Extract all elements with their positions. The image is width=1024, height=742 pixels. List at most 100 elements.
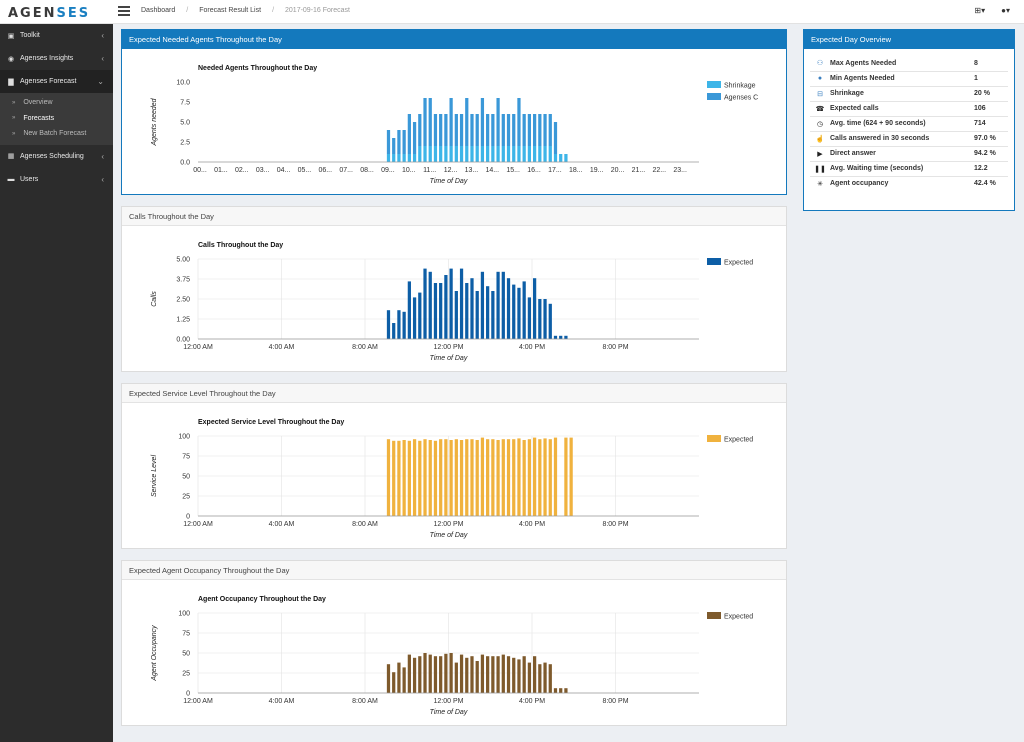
chart-bar xyxy=(423,98,427,146)
chart-bar xyxy=(522,114,526,146)
folder-icon: ▬ xyxy=(7,175,15,183)
chart-bar xyxy=(527,662,532,693)
chart-bar xyxy=(553,154,558,162)
y-tick-label: 1.25 xyxy=(176,317,190,324)
chart-bar xyxy=(439,439,443,516)
breadcrumb-dashboard[interactable]: Dashboard xyxy=(141,7,176,14)
menu-toggle-icon[interactable] xyxy=(118,6,130,16)
submenu-item-forecasts[interactable]: » Forecasts xyxy=(0,111,113,127)
chart-bar xyxy=(454,146,458,162)
chart-bar xyxy=(397,440,401,516)
user-icon[interactable]: ●▾ xyxy=(1001,6,1010,15)
chart-bar xyxy=(564,335,568,339)
chart-bar xyxy=(439,283,443,339)
chart-bar xyxy=(392,323,396,339)
chart-bar xyxy=(397,310,401,339)
chart-bar xyxy=(532,146,537,162)
chart-bar xyxy=(392,154,396,162)
y-tick-label: 5.00 xyxy=(176,257,190,264)
chart-bar xyxy=(538,146,542,162)
chart-bar xyxy=(486,286,490,339)
calls-panel: Calls Throughout the Day Calls Throughou… xyxy=(121,206,787,372)
briefcase-icon: ▣ xyxy=(7,32,15,40)
x-tick-label: 04... xyxy=(277,167,291,174)
pause-icon: ❚❚ xyxy=(810,160,830,176)
brand-logo[interactable]: AGENSES xyxy=(8,6,90,21)
chart-bar xyxy=(527,114,532,146)
chart-bar xyxy=(402,311,406,339)
chart-bar xyxy=(407,154,411,162)
submenu-item-new-batch[interactable]: » New Batch Forecast xyxy=(0,126,113,142)
spinner-icon: ✳ xyxy=(810,175,830,191)
chart-bar xyxy=(459,114,464,146)
chart-bar xyxy=(459,146,464,162)
legend-swatch xyxy=(707,612,721,619)
panel-title: Calls Throughout the Day xyxy=(122,207,786,226)
breadcrumb-forecast-list[interactable]: Forecast Result List xyxy=(199,7,262,14)
sidebar-item-forecast[interactable]: ▇ Agenses Forecast ⌄ xyxy=(0,70,113,93)
chart-bar xyxy=(418,292,422,339)
chart-bar xyxy=(407,440,411,516)
chart-icon: ▇ xyxy=(8,78,14,86)
chart-bar xyxy=(444,275,448,339)
chart-bar xyxy=(465,98,469,146)
chart-bar xyxy=(402,130,406,154)
chart-bar xyxy=(480,271,485,339)
phone-icon: ☎ xyxy=(810,100,830,116)
chart-bar xyxy=(449,98,453,146)
chart-bar xyxy=(428,654,432,693)
y-tick-label: 25 xyxy=(182,494,190,501)
chart-bar xyxy=(402,154,406,162)
x-tick-label: 09... xyxy=(381,167,395,174)
chart-bar xyxy=(517,146,521,162)
x-tick-label: 18... xyxy=(569,167,583,174)
chart-title: Agent Occupancy Throughout the Day xyxy=(198,596,326,603)
chart-bar xyxy=(475,661,479,693)
overview-value: 106 xyxy=(974,100,1008,116)
sidebar-item-insights[interactable]: ◉ Agenses Insights ‹ xyxy=(0,47,113,70)
chart-bar xyxy=(449,146,453,162)
overview-value: 20 % xyxy=(974,85,1008,101)
chart-bar xyxy=(491,146,495,162)
chart-bar xyxy=(449,440,453,516)
chart-bar xyxy=(538,299,542,339)
breadcrumb: Dashboard / Forecast Result List / 2017-… xyxy=(141,7,361,14)
chart-bar xyxy=(559,154,563,162)
overview-label: Avg. Waiting time (seconds) xyxy=(830,160,974,176)
chart-bar xyxy=(439,146,443,162)
chart-bar xyxy=(569,437,573,516)
plus-square-icon[interactable]: ⊞▾ xyxy=(974,6,986,15)
chart-bar xyxy=(412,122,417,154)
x-tick-label: 4:00 AM xyxy=(269,698,295,705)
chart-bar xyxy=(532,656,537,693)
chart-bar xyxy=(407,114,411,154)
chart-bar xyxy=(428,271,432,339)
submenu-item-overview[interactable]: » Overview xyxy=(0,95,113,111)
chart-bar xyxy=(439,114,443,146)
sidebar-item-scheduling[interactable]: ▦ Agenses Scheduling ‹ xyxy=(0,145,113,168)
chart-bar xyxy=(423,439,427,516)
chart-bar xyxy=(386,130,391,154)
chart-bar xyxy=(517,659,521,693)
chart-bar xyxy=(397,154,401,162)
x-tick-label: 06... xyxy=(318,167,332,174)
sidebar-item-toolkit[interactable]: ▣ Toolkit ‹ xyxy=(0,24,113,47)
chart-bar xyxy=(538,439,542,516)
y-tick-label: 0 xyxy=(186,514,190,521)
y-tick-label: 3.75 xyxy=(176,277,190,284)
x-tick-label: 05... xyxy=(298,167,312,174)
overview-value: 94.2 % xyxy=(974,145,1008,161)
x-axis-label: Time of Day xyxy=(430,532,468,539)
calendar-icon: ▦ xyxy=(7,153,15,160)
chart-bar xyxy=(444,653,448,693)
chart-bar xyxy=(412,154,417,162)
chart-bar xyxy=(418,440,422,516)
chevron-left-icon: ‹ xyxy=(101,151,104,161)
overview-label: Calls answered in 30 seconds xyxy=(830,130,974,146)
x-tick-label: 4:00 AM xyxy=(269,521,295,528)
chart-bar xyxy=(517,98,521,146)
submenu-item-label: Overview xyxy=(23,99,53,107)
overview-value: 8 xyxy=(974,59,978,67)
chart-bar xyxy=(538,664,542,693)
sidebar-item-users[interactable]: ▬ Users ‹ xyxy=(0,168,113,191)
